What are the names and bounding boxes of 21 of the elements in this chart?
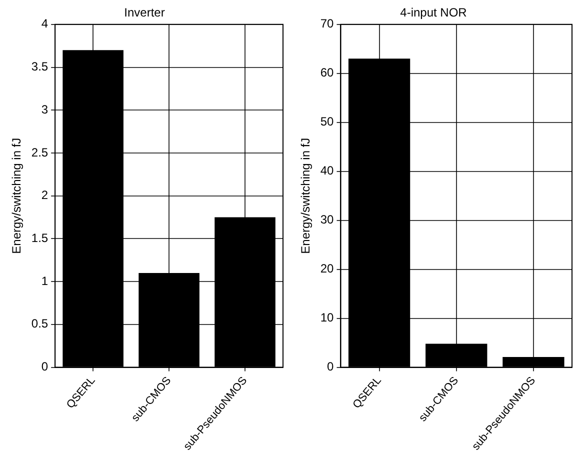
- y-tick-label: 4: [41, 16, 48, 31]
- y-tick-label: 20: [320, 262, 334, 276]
- y-tick-label: 30: [320, 212, 334, 227]
- y-tick-label: 3: [41, 102, 48, 116]
- y-axis-title: Energy/switching in fJ: [298, 138, 313, 254]
- y-tick-label: 40: [320, 164, 334, 178]
- y-tick-label: 3.5: [31, 60, 48, 74]
- y-tick-label: 70: [320, 16, 334, 31]
- chart-title: Inverter: [124, 6, 165, 20]
- y-tick-label: 0: [41, 360, 48, 374]
- y-tick-label: 0.5: [31, 316, 48, 331]
- y-tick-label: 1: [41, 274, 48, 288]
- y-axis-title: Energy/switching in fJ: [10, 138, 24, 254]
- y-tick-label: 1.5: [31, 231, 48, 246]
- chart-title: 4-input NOR: [400, 6, 468, 20]
- y-tick-label: 0: [327, 360, 334, 374]
- y-tick-label: 10: [320, 310, 334, 325]
- y-tick-label: 2.5: [31, 145, 48, 160]
- y-tick-label: 60: [320, 66, 334, 80]
- y-tick-label: 2: [41, 188, 48, 202]
- y-tick-label: 50: [320, 114, 334, 129]
